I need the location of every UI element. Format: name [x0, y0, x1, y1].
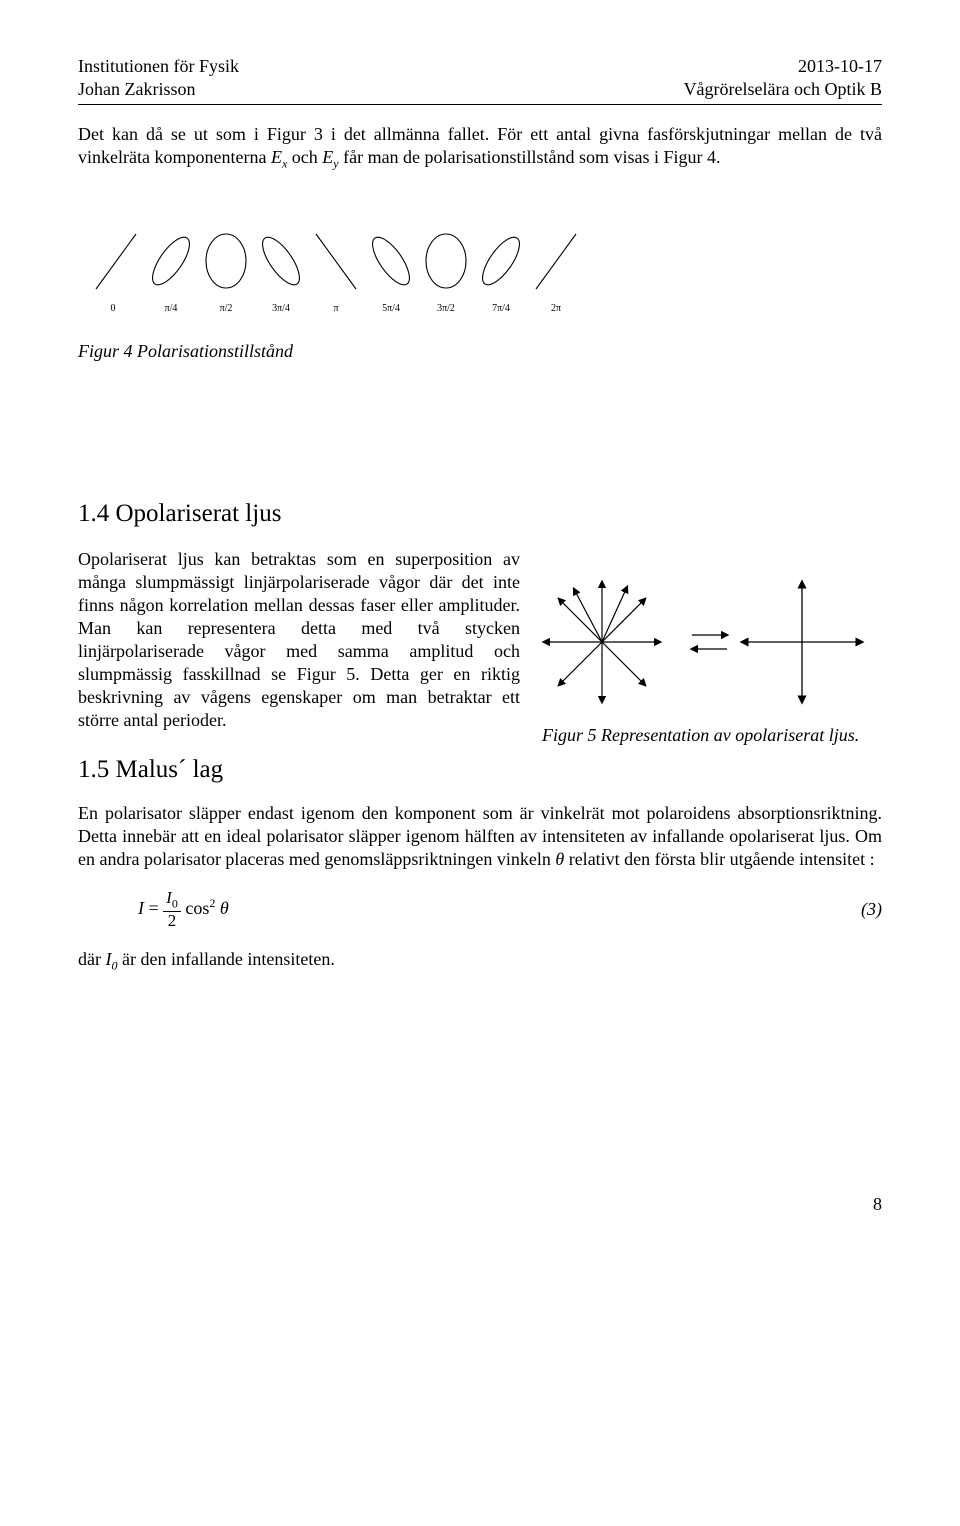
figure-4-polarisation-states: 0 π/4 π/2 3π/4 π 5π/4 3π/2 7π/4 2π — [78, 214, 578, 324]
figure-4-caption: Figur 4 Polarisationstillstånd — [78, 341, 882, 362]
equation-3: I = I0 2 cos2 θ (3) — [138, 889, 882, 930]
svg-text:π: π — [333, 303, 338, 314]
header-institution: Institutionen för Fysik — [78, 55, 239, 78]
symbol-Ex: Ex — [271, 147, 287, 167]
equation-3-label: (3) — [861, 899, 882, 920]
tail-line: där I0 är den infallande intensiteten. — [78, 948, 882, 974]
header-author: Johan Zakrisson — [78, 78, 239, 101]
svg-text:7π/4: 7π/4 — [492, 303, 510, 314]
symbol-Ey: Ey — [322, 147, 338, 167]
header-course: Vågrörelselära och Optik B — [684, 78, 882, 101]
sec15-text-b: relativt den första blir utgående intens… — [569, 849, 875, 869]
svg-text:π/2: π/2 — [220, 303, 233, 314]
intro-och: och — [292, 147, 323, 167]
header-date: 2013-10-17 — [684, 55, 882, 78]
section-1-4-title: 1.4 Opolariserat ljus — [78, 500, 882, 528]
symbol-theta: θ — [555, 849, 564, 869]
page-number: 8 — [78, 1194, 882, 1215]
intro-paragraph: Det kan då se ut som i Figur 3 i det all… — [78, 123, 882, 172]
intro-text-b: får man de polarisationstillstånd som vi… — [343, 147, 720, 167]
svg-text:π/4: π/4 — [165, 303, 178, 314]
svg-text:3π/2: 3π/2 — [437, 303, 455, 314]
svg-text:3π/4: 3π/4 — [272, 303, 290, 314]
section-1-4-body: Opolariserat ljus kan betraktas som en s… — [78, 548, 520, 732]
figure-5-unpolarised-light — [542, 567, 872, 717]
section-1-5-title: 1.5 Malus´ lag — [78, 756, 882, 784]
section-1-5-body: En polarisator släpper endast igenom den… — [78, 802, 882, 871]
svg-text:0: 0 — [111, 303, 116, 314]
figure-5-caption: Figur 5 Representation av opolariserat l… — [542, 725, 882, 746]
header-rule — [78, 104, 882, 105]
svg-text:2π: 2π — [551, 303, 561, 314]
svg-text:5π/4: 5π/4 — [382, 303, 400, 314]
